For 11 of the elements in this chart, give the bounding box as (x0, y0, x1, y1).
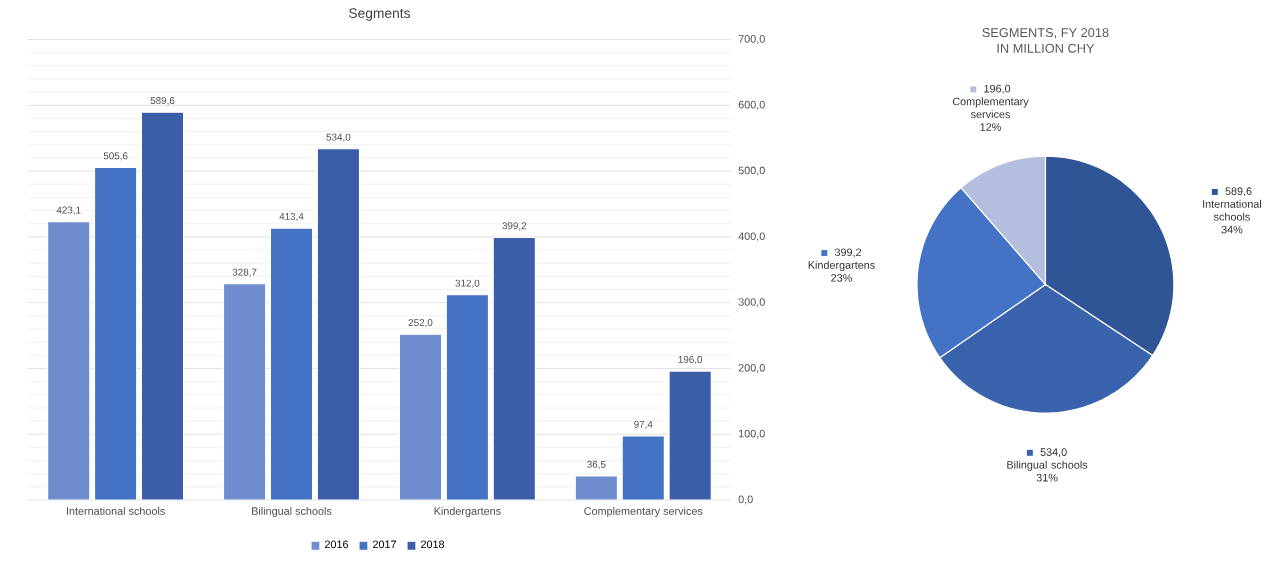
bar (47, 221, 91, 501)
bar (223, 284, 266, 501)
bar (270, 228, 313, 501)
bar (398, 334, 443, 501)
bar (492, 237, 536, 501)
bar (317, 149, 360, 501)
bar (668, 370, 712, 501)
bar (621, 435, 665, 501)
bar (140, 112, 185, 501)
bar (93, 167, 138, 501)
bar (445, 294, 490, 501)
